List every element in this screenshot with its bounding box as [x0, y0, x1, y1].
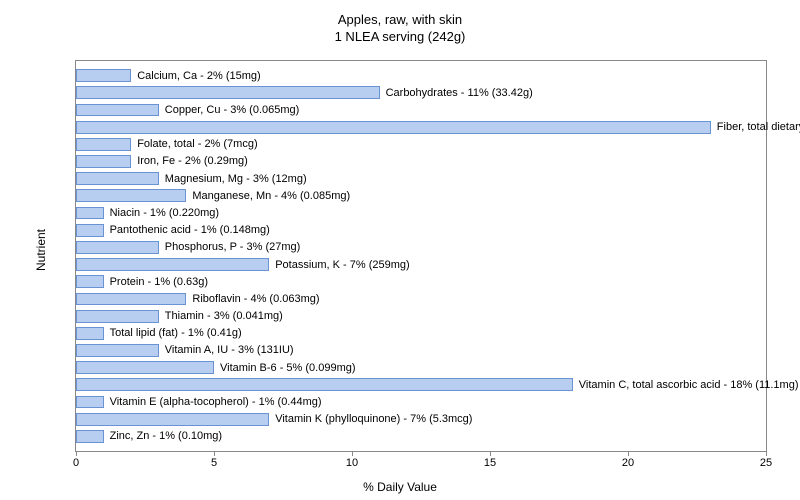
bar-row: Total lipid (fat) - 1% (0.41g)	[76, 327, 242, 340]
bar-row: Vitamin B-6 - 5% (0.099mg)	[76, 361, 356, 374]
bar-row: Magnesium, Mg - 3% (12mg)	[76, 172, 307, 185]
bar-row: Fiber, total dietary - 23% (5.8g)	[76, 121, 800, 134]
bar	[76, 104, 159, 117]
x-axis-label: % Daily Value	[363, 480, 437, 494]
chart-title: Apples, raw, with skin 1 NLEA serving (2…	[0, 0, 800, 46]
bar-label: Iron, Fe - 2% (0.29mg)	[137, 155, 248, 167]
bar-label: Potassium, K - 7% (259mg)	[275, 259, 410, 271]
x-tick-mark	[76, 451, 77, 456]
bar-row: Thiamin - 3% (0.041mg)	[76, 310, 283, 323]
bar-label: Vitamin C, total ascorbic acid - 18% (11…	[579, 379, 799, 391]
bar	[76, 172, 159, 185]
bar-label: Carbohydrates - 11% (33.42g)	[386, 87, 533, 99]
bar	[76, 430, 104, 443]
bar-row: Protein - 1% (0.63g)	[76, 275, 208, 288]
bar-label: Manganese, Mn - 4% (0.085mg)	[192, 190, 350, 202]
bar-label: Vitamin A, IU - 3% (131IU)	[165, 344, 294, 356]
plot-area: Calcium, Ca - 2% (15mg) Carbohydrates - 1…	[75, 60, 767, 452]
bar	[76, 207, 104, 220]
bar-row: Vitamin E (alpha-tocopherol) - 1% (0.44m…	[76, 396, 322, 409]
bar-label: Riboflavin - 4% (0.063mg)	[192, 293, 319, 305]
bar-row: Vitamin C, total ascorbic acid - 18% (11…	[76, 378, 798, 391]
bar-label: Thiamin - 3% (0.041mg)	[165, 310, 283, 322]
bar	[76, 361, 214, 374]
bar-row: Vitamin K (phylloquinone) - 7% (5.3mcg)	[76, 413, 472, 426]
bar	[76, 258, 269, 271]
bar	[76, 138, 131, 151]
bar-row: Iron, Fe - 2% (0.29mg)	[76, 155, 248, 168]
bar	[76, 241, 159, 254]
x-tick-label: 25	[760, 457, 772, 469]
x-tick-mark	[766, 451, 767, 456]
bar	[76, 275, 104, 288]
bar-row: Niacin - 1% (0.220mg)	[76, 207, 219, 220]
x-tick-label: 5	[211, 457, 217, 469]
x-tick-mark	[490, 451, 491, 456]
bar-label: Total lipid (fat) - 1% (0.41g)	[110, 327, 242, 339]
bar	[76, 86, 380, 99]
bar	[76, 344, 159, 357]
bar-label: Calcium, Ca - 2% (15mg)	[137, 70, 260, 82]
y-axis-label: Nutrient	[34, 229, 48, 271]
bar-row: Manganese, Mn - 4% (0.085mg)	[76, 189, 350, 202]
bar	[76, 327, 104, 340]
bar-label: Vitamin E (alpha-tocopherol) - 1% (0.44m…	[110, 396, 322, 408]
nutrient-chart: Apples, raw, with skin 1 NLEA serving (2…	[0, 0, 800, 500]
bar-label: Fiber, total dietary - 23% (5.8g)	[717, 121, 800, 133]
bar	[76, 378, 573, 391]
bar-label: Phosphorus, P - 3% (27mg)	[165, 241, 301, 253]
x-tick-label: 20	[622, 457, 634, 469]
bar	[76, 310, 159, 323]
bar-label: Magnesium, Mg - 3% (12mg)	[165, 173, 307, 185]
bar	[76, 69, 131, 82]
x-tick-mark	[628, 451, 629, 456]
bar	[76, 224, 104, 237]
bar	[76, 155, 131, 168]
bar-label: Pantothenic acid - 1% (0.148mg)	[110, 224, 270, 236]
bar-row: Calcium, Ca - 2% (15mg)	[76, 69, 261, 82]
bar	[76, 189, 186, 202]
bar-label: Folate, total - 2% (7mcg)	[137, 138, 257, 150]
bar	[76, 293, 186, 306]
x-tick-label: 10	[346, 457, 358, 469]
bar-row: Carbohydrates - 11% (33.42g)	[76, 86, 533, 99]
bar-row: Pantothenic acid - 1% (0.148mg)	[76, 224, 270, 237]
bar-row: Vitamin A, IU - 3% (131IU)	[76, 344, 294, 357]
bar-row: Folate, total - 2% (7mcg)	[76, 138, 258, 151]
bar-row: Copper, Cu - 3% (0.065mg)	[76, 104, 299, 117]
bar	[76, 121, 711, 134]
bar-label: Zinc, Zn - 1% (0.10mg)	[110, 430, 222, 442]
title-line2: 1 NLEA serving (242g)	[0, 29, 800, 46]
bar-label: Copper, Cu - 3% (0.065mg)	[165, 104, 300, 116]
bar-row: Phosphorus, P - 3% (27mg)	[76, 241, 300, 254]
x-tick-label: 0	[73, 457, 79, 469]
x-tick-mark	[214, 451, 215, 456]
bar	[76, 396, 104, 409]
bar-row: Potassium, K - 7% (259mg)	[76, 258, 410, 271]
x-tick-label: 15	[484, 457, 496, 469]
bar-label: Niacin - 1% (0.220mg)	[110, 207, 219, 219]
bar	[76, 413, 269, 426]
bar-label: Protein - 1% (0.63g)	[110, 276, 208, 288]
bar-row: Riboflavin - 4% (0.063mg)	[76, 293, 320, 306]
bar-row: Zinc, Zn - 1% (0.10mg)	[76, 430, 222, 443]
bar-label: Vitamin B-6 - 5% (0.099mg)	[220, 362, 356, 374]
x-tick-mark	[352, 451, 353, 456]
bar-label: Vitamin K (phylloquinone) - 7% (5.3mcg)	[275, 413, 472, 425]
title-line1: Apples, raw, with skin	[0, 12, 800, 29]
